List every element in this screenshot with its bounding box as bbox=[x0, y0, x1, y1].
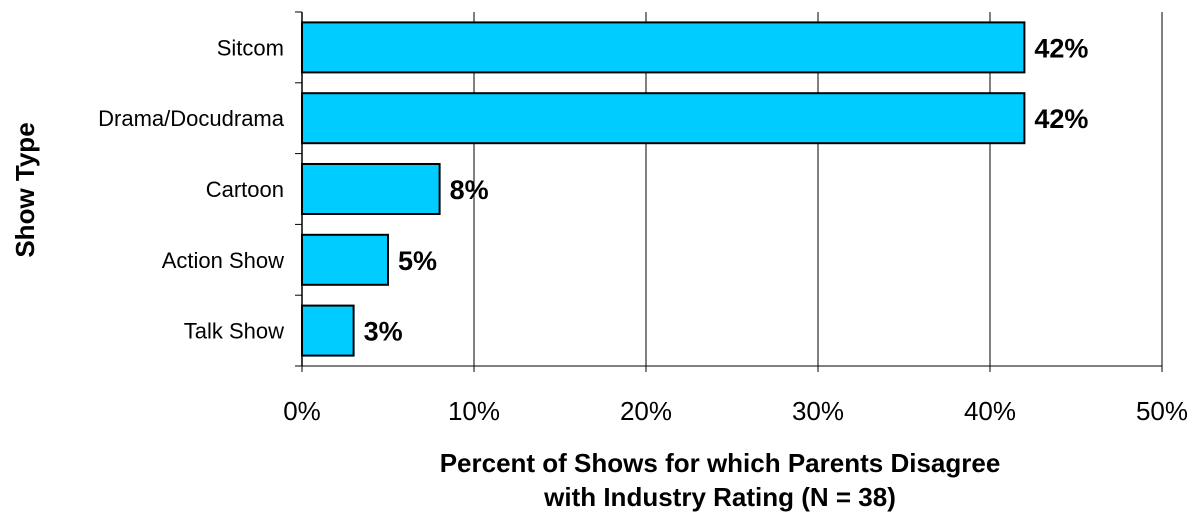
axes bbox=[295, 11, 1163, 372]
bars bbox=[301, 21, 1026, 357]
bar-drama-docudrama bbox=[301, 92, 1026, 145]
y-axis-title: Show Type bbox=[10, 122, 40, 257]
x-tick-label: 10% bbox=[448, 396, 500, 426]
bar-data-label: 3% bbox=[364, 317, 403, 347]
y-category-label: Drama/Docudrama bbox=[98, 106, 285, 131]
axis-titles: Percent of Shows for which Parents Disag… bbox=[10, 122, 1000, 512]
bar-action-show bbox=[301, 233, 389, 286]
y-category-label: Cartoon bbox=[206, 177, 284, 202]
y-category-label: Talk Show bbox=[184, 319, 284, 344]
bar-sitcom bbox=[301, 21, 1026, 74]
x-tick-label: 30% bbox=[792, 396, 844, 426]
x-tick-label: 20% bbox=[620, 396, 672, 426]
x-tick-label: 0% bbox=[283, 396, 321, 426]
bar-data-label: 5% bbox=[398, 246, 437, 276]
bar-cartoon bbox=[301, 163, 441, 215]
x-tick-label: 40% bbox=[964, 396, 1016, 426]
labels: 0% 10% 20% 30% 40% 50% Sitcom 42% Drama/Docudram… bbox=[98, 33, 1188, 426]
y-category-label: Action Show bbox=[162, 248, 284, 273]
x-axis-title-line-2: with Industry Rating (N = 38) bbox=[543, 482, 896, 512]
x-axis-title-line-1: Percent of Shows for which Parents Disag… bbox=[440, 448, 1001, 478]
bar-data-label: 8% bbox=[450, 175, 489, 205]
y-category-label: Sitcom bbox=[217, 35, 284, 60]
bar-data-label: 42% bbox=[1034, 104, 1088, 134]
bar-talk-show bbox=[301, 304, 355, 357]
bar-data-label: 42% bbox=[1034, 33, 1088, 63]
x-tick-label: 50% bbox=[1136, 396, 1188, 426]
